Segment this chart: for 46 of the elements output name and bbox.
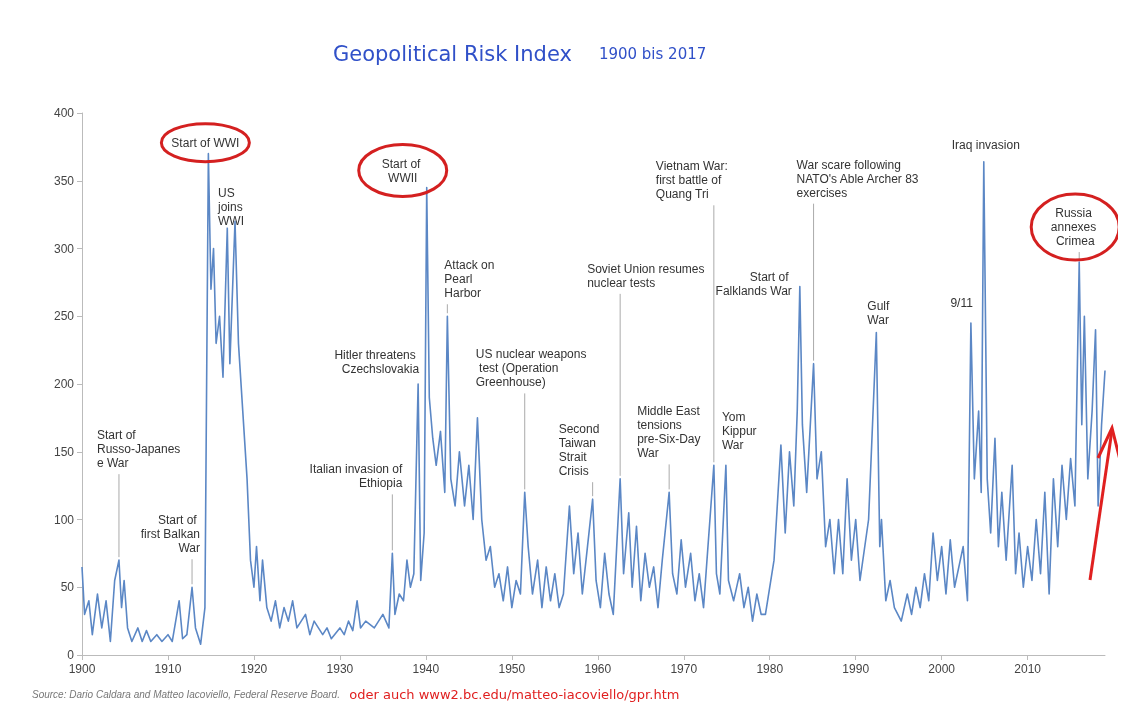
x-tick-label: 1970	[670, 662, 698, 676]
annotation: 9/11	[950, 296, 974, 311]
annotation: Start of Russo-Japanese War	[96, 428, 181, 471]
line-series	[81, 152, 1106, 645]
annotation: Second Taiwan Strait Crisis	[558, 422, 603, 479]
annotation: Hitler threatens Czechslovakia	[334, 348, 420, 376]
text: oder auch www2.bc.edu/matteo-iacoviello/gpr.htm	[349, 687, 680, 702]
annotation: Start of WWI	[171, 135, 240, 150]
annotation: Gulf War	[867, 298, 893, 327]
x-tick-label: 1940	[412, 662, 440, 676]
x-tick-label: 2010	[1014, 662, 1042, 676]
x-tick-label: 1900	[68, 662, 96, 676]
annotation: Russia annexes Crimea	[1050, 206, 1100, 249]
x-tick-label: 1950	[498, 662, 526, 676]
annotation: Start of Falklands War	[715, 270, 792, 299]
y-tick-label: 350	[53, 173, 75, 188]
y-tick-label: 300	[53, 241, 75, 256]
y-tick-label: 250	[53, 309, 75, 324]
annotation: Middle East tensions pre-Six-Day War	[637, 404, 704, 461]
chart-title: Geopolitical Risk Index	[333, 41, 572, 66]
x-tick-label: 1920	[240, 662, 268, 676]
y-tick-label: 150	[53, 444, 75, 459]
annotation: Attack on Pearl Harbor	[444, 258, 498, 301]
annotation: Italian invasion of Ethiopia	[309, 462, 403, 491]
annotation: US joins WWI	[217, 186, 247, 229]
y-tick-label: 0	[67, 648, 75, 662]
x-tick-label: 1960	[584, 662, 612, 676]
x-tick-label: 2000	[928, 662, 956, 676]
y-tick-label: 50	[60, 580, 75, 595]
annotation: Iraq invasion	[951, 137, 1020, 152]
annotation: Soviet Union resumes nuclear tests	[587, 261, 708, 290]
x-tick-label: 1930	[326, 662, 354, 676]
x-tick-label: 1990	[842, 662, 870, 676]
x-tick-label: 1910	[154, 662, 182, 676]
annotation: Yom Kippur War	[721, 410, 760, 453]
annotation: Start of first Balkan War	[140, 513, 201, 556]
annotation: Start of WWII	[381, 156, 424, 185]
annotation: War scare following NATO's Able Archer 83 exercises	[796, 157, 922, 200]
y-tick-label: 400	[53, 106, 75, 120]
annotation: Vietnam War: first battle of Quang Tri	[655, 159, 732, 202]
source-note: Source: Dario Caldara and Matteo Iacoviello, Federal Reserve Board.	[32, 689, 340, 700]
annotation: US nuclear weapons test (Operation Greenhouse)	[475, 347, 587, 390]
y-tick-label: 100	[53, 512, 75, 527]
y-tick-label: 200	[53, 377, 75, 391]
x-tick-label: 1980	[756, 662, 784, 676]
chart-subtitle: 1900 bis 2017	[598, 44, 707, 63]
